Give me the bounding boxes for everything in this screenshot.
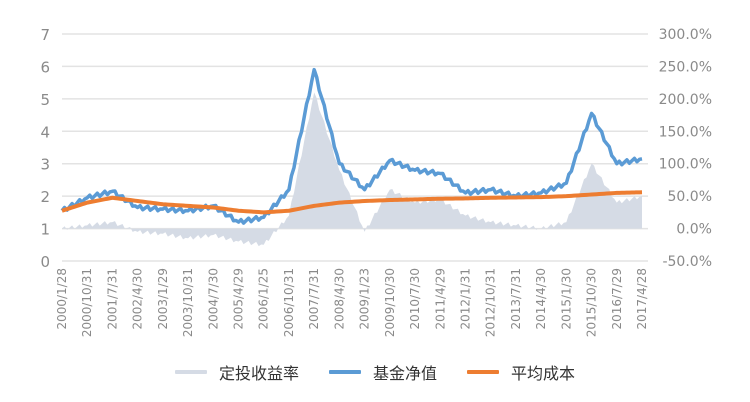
svg-text:1: 1 [40, 221, 50, 239]
svg-text:2017/4/28: 2017/4/28 [635, 268, 649, 330]
x-axis: 2000/1/28 2000/10/31 2001/7/31 2002/4/30 200… [55, 268, 649, 337]
svg-text:4: 4 [40, 123, 50, 141]
series-dingtou-return-area [62, 92, 642, 247]
svg-text:2009/1/23: 2009/1/23 [358, 268, 372, 330]
legend-label: 基金净值 [372, 364, 437, 383]
svg-text:2012/10/31: 2012/10/31 [484, 268, 498, 337]
legend-item-nav[interactable]: 基金净值 [328, 360, 437, 384]
svg-text:2010/7/30: 2010/7/30 [408, 268, 422, 330]
svg-text:2014/4/30: 2014/4/30 [534, 268, 548, 330]
svg-text:2003/10/31: 2003/10/31 [181, 268, 195, 337]
legend-label: 平均成本 [511, 364, 576, 383]
legend: 定投收益率 基金净值 平均成本 [0, 360, 750, 384]
svg-text:2015/1/30: 2015/1/30 [559, 268, 573, 330]
svg-text:2012/1/31: 2012/1/31 [458, 268, 472, 330]
legend-swatch-cost [467, 370, 499, 374]
svg-text:7: 7 [40, 26, 50, 44]
legend-swatch-return [174, 370, 207, 374]
svg-text:2006/10/31: 2006/10/31 [282, 268, 296, 337]
y-axis-left: 0 1 2 3 4 5 6 7 [40, 26, 50, 271]
svg-text:2003/1/29: 2003/1/29 [156, 268, 170, 330]
legend-item-return[interactable]: 定投收益率 [174, 360, 299, 384]
svg-text:2005/4/29: 2005/4/29 [232, 268, 246, 330]
svg-text:2016/7/29: 2016/7/29 [610, 268, 624, 330]
svg-text:2015/10/30: 2015/10/30 [585, 268, 599, 337]
svg-text:2008/4/30: 2008/4/30 [332, 268, 346, 330]
svg-text:2011/4/29: 2011/4/29 [433, 268, 447, 330]
svg-text:0: 0 [40, 253, 50, 271]
legend-swatch-nav [328, 370, 361, 374]
svg-text:2007/7/31: 2007/7/31 [307, 268, 321, 330]
svg-text:3: 3 [40, 156, 50, 174]
legend-item-cost[interactable]: 平均成本 [467, 360, 575, 384]
svg-text:2000/10/31: 2000/10/31 [80, 268, 94, 337]
legend-label: 定投收益率 [218, 364, 299, 383]
svg-text:300.0%: 300.0% [659, 27, 712, 43]
svg-text:50.0%: 50.0% [668, 189, 712, 205]
svg-text:2: 2 [40, 188, 50, 206]
svg-text:5: 5 [40, 91, 50, 109]
svg-text:2001/7/31: 2001/7/31 [105, 268, 119, 330]
series-fund-nav-line [60, 67, 643, 225]
svg-text:2013/7/31: 2013/7/31 [509, 268, 523, 330]
series-avg-cost-line [61, 190, 643, 215]
svg-text:250.0%: 250.0% [659, 59, 712, 75]
svg-text:200.0%: 200.0% [659, 92, 712, 108]
svg-text:2004/7/30: 2004/7/30 [206, 268, 220, 330]
svg-text:100.0%: 100.0% [659, 157, 712, 173]
svg-text:2000/1/28: 2000/1/28 [55, 268, 69, 330]
svg-text:-50.0%: -50.0% [662, 254, 712, 270]
svg-text:0.0%: 0.0% [676, 222, 712, 238]
y-axis-right: -50.0% 0.0% 50.0% 100.0% 150.0% 200.0% 250.0% 3… [659, 27, 712, 270]
svg-text:2002/4/30: 2002/4/30 [131, 268, 145, 330]
svg-text:2009/10/30: 2009/10/30 [383, 268, 397, 337]
svg-text:6: 6 [40, 58, 50, 76]
svg-text:2006/1/25: 2006/1/25 [257, 268, 271, 330]
svg-text:150.0%: 150.0% [659, 124, 712, 140]
